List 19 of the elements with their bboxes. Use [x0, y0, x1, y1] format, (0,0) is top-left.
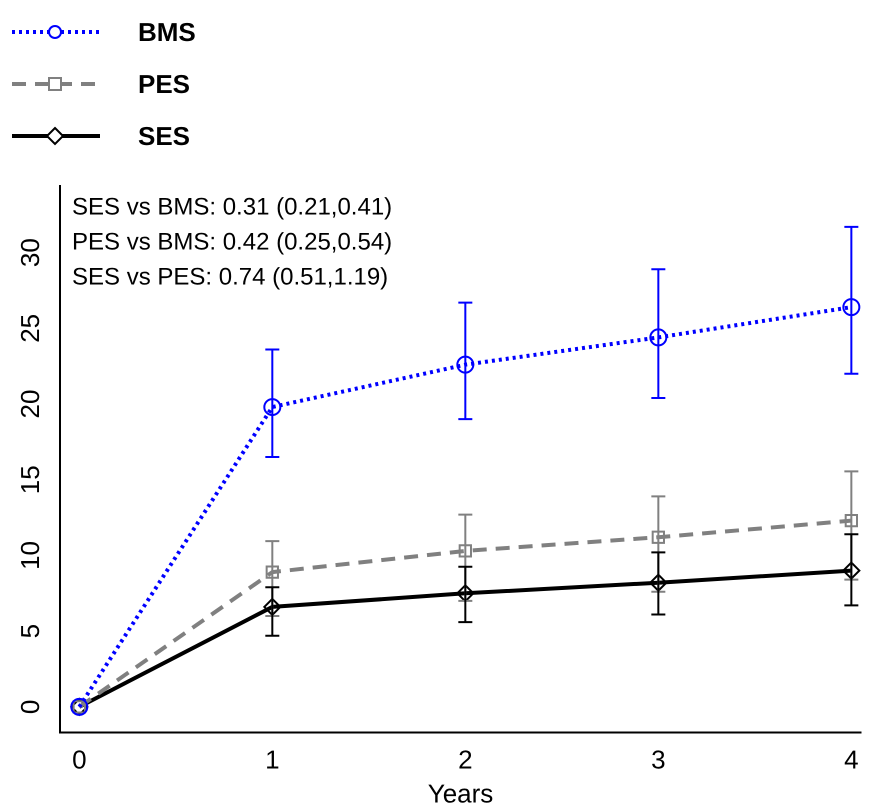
x-tick-label: 0 — [72, 744, 87, 774]
y-tick-label: 10 — [15, 540, 46, 570]
x-tick-label: 1 — [265, 744, 280, 774]
legend-label: BMS — [138, 16, 196, 48]
legend-label: PES — [138, 68, 190, 100]
x-tick-label: 2 — [458, 744, 473, 774]
annotation: PES vs BMS: 0.42 (0.25,0.54) — [72, 228, 392, 256]
annotation: SES vs PES: 0.74 (0.51,1.19) — [72, 264, 388, 291]
y-tick-label: 20 — [15, 390, 46, 418]
x-axis-title: Years — [428, 778, 494, 805]
y-tick-label: 30 — [15, 238, 46, 268]
y-tick-label: 25 — [15, 314, 46, 343]
annotation: SES vs BMS: 0.31 (0.21,0.41) — [72, 194, 392, 221]
y-tick-label: 0 — [15, 700, 46, 714]
x-tick-label: 3 — [651, 744, 666, 774]
y-tick-label: 15 — [15, 465, 46, 494]
legend-label: SES — [138, 120, 190, 152]
x-tick-label: 4 — [844, 744, 859, 774]
y-tick-label: 5 — [15, 624, 46, 638]
